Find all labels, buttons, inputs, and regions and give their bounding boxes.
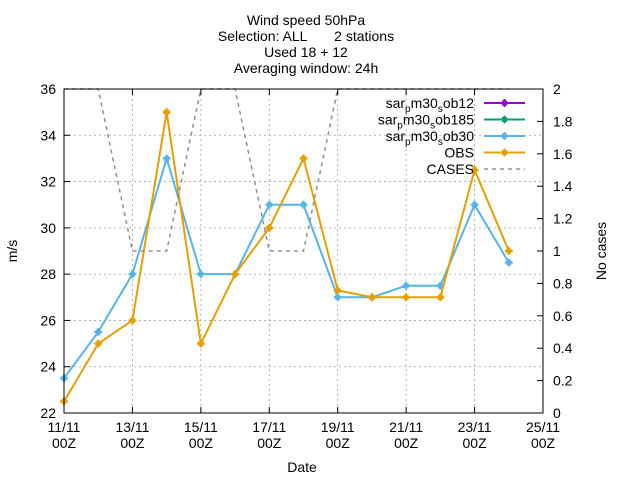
- y2-tick-label: 1.4: [553, 178, 573, 194]
- legend-item: sarpm30sob12: [386, 95, 525, 115]
- x-tick-label-date: 25/11: [526, 419, 560, 435]
- y2-tick-label: 0.4: [553, 340, 573, 356]
- x-tick-label-date: 23/11: [458, 419, 492, 435]
- data-point: [128, 316, 137, 325]
- data-point: [196, 270, 205, 279]
- y2-tick-label: 1.8: [553, 113, 573, 129]
- chart-grid: [64, 89, 543, 413]
- chart-legend: sarpm30sob12sarpm30sob185sarpm30sob30OBS…: [378, 95, 525, 177]
- x-tick-label-time: 00Z: [120, 435, 145, 451]
- data-point: [402, 281, 411, 290]
- x-tick-label-time: 00Z: [531, 435, 556, 451]
- legend-label: sarpm30sob185: [378, 112, 474, 132]
- data-point: [94, 328, 103, 336]
- series-line: [63, 154, 510, 379]
- title-line: Selection: ALL 2 stations: [218, 28, 394, 44]
- data-point: [265, 200, 274, 209]
- y-tick-label: 30: [40, 220, 56, 236]
- y2-tick-label: 1: [553, 243, 561, 259]
- x-axis-label: Date: [287, 459, 317, 475]
- y-tick-label: 22: [40, 405, 56, 421]
- y2-axis: 0 0.2 0.4 0.6 0.8 1 1.2 1.4 1.6 1.8 2: [537, 81, 573, 421]
- y2-tick-label: 2: [553, 81, 561, 97]
- x-tick-label-date: 13/11: [115, 419, 149, 435]
- y-tick-label: 32: [40, 174, 56, 190]
- y-tick-label: 34: [40, 127, 56, 143]
- title-line: Used 18 + 12: [264, 44, 348, 60]
- legend-label: OBS: [444, 145, 474, 161]
- x-tick-label-time: 00Z: [52, 435, 77, 451]
- y-axis-label: m/s: [4, 240, 20, 263]
- legend-item: sarpm30sob185: [378, 112, 525, 132]
- y-tick-label: 36: [40, 81, 56, 97]
- y2-tick-label: 1.6: [553, 146, 573, 162]
- legend-item: sarpm30sob30: [386, 128, 525, 148]
- title-line: Averaging window: 24h: [234, 60, 379, 76]
- data-point: [299, 154, 308, 163]
- data-point: [128, 270, 137, 279]
- x-tick-label-date: 19/11: [321, 419, 355, 435]
- data-point: [265, 223, 274, 232]
- data-point: [333, 286, 342, 295]
- data-point: [231, 270, 240, 279]
- legend-label: CASES: [427, 161, 474, 177]
- data-point: [436, 293, 445, 302]
- legend-item: OBS: [444, 145, 525, 161]
- data-point: [162, 154, 171, 163]
- y-axis: 22 24 26 28 30 32 34 36: [40, 81, 70, 421]
- x-tick-label-date: 21/11: [389, 419, 423, 435]
- title-line: Wind speed 50hPa: [247, 12, 366, 28]
- y2-tick-label: 0.6: [553, 308, 573, 324]
- series-line: [63, 111, 510, 402]
- data-point: [367, 293, 376, 302]
- data-point: [94, 339, 103, 348]
- y2-tick-label: 1.2: [553, 211, 573, 227]
- x-tick-label-time: 00Z: [326, 435, 351, 451]
- x-tick-label-date: 11/11: [48, 419, 81, 435]
- data-point: [504, 258, 513, 267]
- data-point: [196, 339, 205, 348]
- x-tick-label-date: 17/11: [252, 419, 286, 435]
- data-point: [470, 166, 479, 174]
- legend-label: sarpm30sob12: [386, 95, 475, 115]
- data-point: [162, 108, 171, 117]
- data-point: [504, 247, 513, 255]
- x-tick-label-time: 00Z: [257, 435, 282, 451]
- data-point: [470, 200, 479, 209]
- x-tick-label-time: 00Z: [394, 435, 419, 451]
- legend-label: sarpm30sob30: [386, 128, 475, 148]
- x-tick-label-time: 00Z: [463, 435, 488, 451]
- legend-item: CASES: [427, 161, 525, 177]
- y-tick-label: 26: [40, 312, 56, 328]
- y-tick-label: 28: [40, 266, 56, 282]
- data-point: [333, 293, 342, 302]
- data-point: [299, 200, 308, 209]
- x-tick-label-date: 15/11: [184, 419, 218, 435]
- data-point: [402, 293, 411, 302]
- x-tick-label-time: 00Z: [189, 435, 214, 451]
- y-tick-label: 24: [40, 359, 56, 375]
- x-axis: 11/1100Z13/1100Z15/1100Z17/1100Z19/1100Z…: [48, 89, 560, 451]
- y2-tick-label: 0.8: [553, 275, 573, 291]
- y2-axis-label: No cases: [593, 222, 609, 280]
- y2-tick-label: 0: [553, 405, 561, 421]
- y2-tick-label: 0.2: [553, 373, 573, 389]
